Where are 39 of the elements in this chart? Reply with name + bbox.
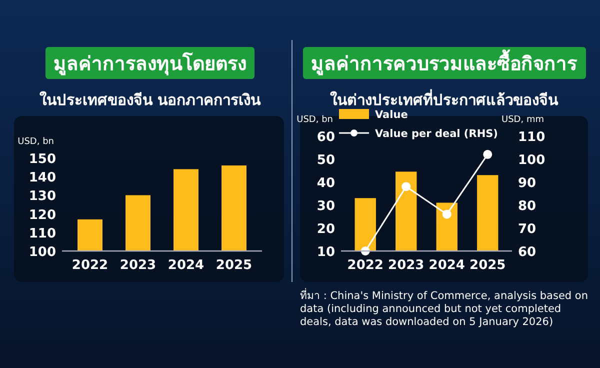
chart-subtitle: ในต่างประเทศที่ประกาศแล้วของจีน	[330, 89, 559, 109]
x-tick-label: 2024	[428, 258, 465, 273]
y-tick-label: 20	[316, 222, 335, 237]
x-tick-label: 2025	[216, 258, 252, 273]
y-tick-label: 30	[316, 199, 335, 214]
y-axis-title: USD, bn	[296, 115, 333, 125]
y-tick-label: 110	[28, 226, 56, 242]
x-tick-label: 2022	[347, 258, 384, 273]
point	[483, 150, 492, 159]
y2-tick-label: 60	[518, 245, 536, 260]
x-tick-label: 2022	[72, 258, 108, 273]
chart-subtitle: ในประเทศของจีน นอกภาคการเงิน	[39, 91, 262, 109]
point	[402, 182, 411, 192]
y-tick-label: 140	[28, 170, 56, 186]
y2-tick-label: 70	[518, 222, 536, 237]
y-tick-label: 50	[316, 153, 335, 168]
legend-label: Value per deal (RHS)	[375, 128, 498, 140]
x-tick-label: 2025	[470, 258, 506, 273]
y2-axis-title: USD, mm	[502, 115, 544, 125]
y-axis-title: USD, bn	[18, 137, 54, 147]
chart-title: มูลค่าการควบรวมและซื้อกิจการ	[311, 49, 578, 76]
y-tick-label: 130	[28, 189, 56, 204]
chart-title: มูลค่าการลงทุนโดยตรง	[54, 52, 246, 76]
legend-label: Value	[375, 109, 408, 121]
y-tick-label: 40	[316, 176, 335, 191]
x-tick-label: 2023	[120, 258, 156, 273]
y2-tick-label: 110	[518, 130, 546, 145]
y-tick-label: 120	[28, 208, 56, 223]
y-tick-label: 60	[316, 130, 335, 145]
y-tick-label: 10	[316, 245, 335, 260]
y2-tick-label: 100	[518, 153, 546, 168]
y-tick-label: 150	[28, 152, 56, 167]
y-tick-label: 100	[28, 245, 56, 260]
point	[442, 210, 452, 219]
x-tick-label: 2024	[168, 258, 204, 273]
text: ที่มา : China's Ministry of Commerce, analysis based on data (including announced but not yet completed deals, data was downloaded on 5 January 2026)	[300, 290, 589, 329]
y2-tick-label: 80	[518, 199, 536, 214]
y2-tick-label: 90	[518, 176, 536, 191]
x-tick-label: 2023	[388, 258, 424, 273]
